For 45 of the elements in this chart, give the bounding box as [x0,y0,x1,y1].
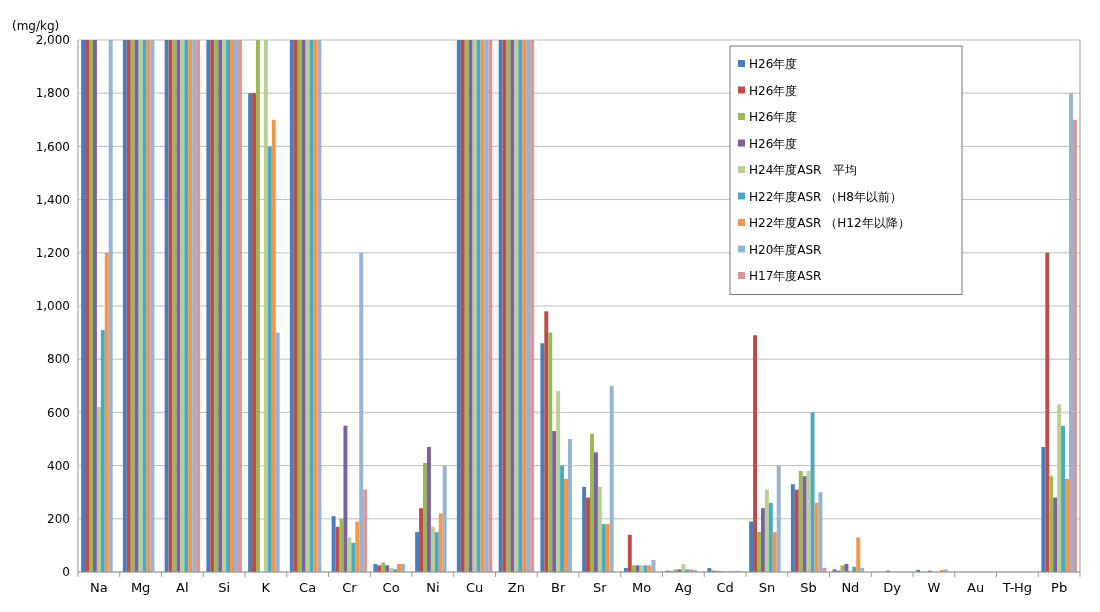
y-tick-label: 600 [47,405,70,420]
x-tick-label: Mo [632,580,652,595]
x-tick-label: Au [967,580,985,595]
legend-label: H17年度ASR [749,269,822,284]
legend-label: H26年度 [749,136,798,151]
x-tick-label: Br [550,580,566,595]
x-tick-label: Cr [342,580,358,595]
x-tick-label: Zn [507,580,525,595]
x-tick-label: Ag [674,580,692,595]
y-tick-label: 2,000 [35,33,70,48]
legend-label: H20年度ASR [749,242,822,257]
y-tick-label: 400 [47,458,70,473]
x-tick-label: K [261,580,271,595]
x-tick-label: Si [218,580,231,595]
y-axis-title: (mg/kg) [12,19,60,33]
legend-label: H24年度ASR 平均 [749,163,858,178]
legend-label: H22年度ASR （H12年以降） [749,216,910,231]
y-tick-label: 200 [47,512,70,526]
x-tick-label: Cd [716,580,734,595]
x-tick-label: Co [382,580,400,595]
y-tick-label: 0 [62,565,70,580]
y-tick-label: 1,000 [35,299,70,314]
x-tick-label: Al [176,580,189,595]
y-tick-label: 1,400 [35,192,70,207]
y-tick-label: 1,800 [35,86,70,101]
x-tick-label: Na [90,580,108,595]
y-tick-label: 800 [47,352,70,367]
x-tick-label: Ca [299,580,317,595]
x-tick-label: T-Hg [1001,580,1033,595]
y-tick-label: 1,600 [35,139,70,154]
legend-label: H26年度 [749,57,798,72]
legend-label: H26年度 [749,83,798,98]
x-tick-label: Sr [593,580,608,595]
x-tick-label: Ni [426,580,440,595]
x-tick-label: Sb [800,580,817,595]
x-tick-label: W [927,580,941,595]
y-tick-label: 1,200 [35,246,70,260]
legend-label: H22年度ASR （H8年以前） [749,189,902,204]
x-tick-label: Pb [1051,580,1068,595]
x-tick-label: Mg [130,580,151,595]
legend-label: H26年度 [749,110,798,125]
x-tick-label: Nd [841,580,860,595]
x-tick-label: Sn [758,580,776,595]
x-tick-label: Dy [883,580,902,595]
x-tick-label: Cu [465,580,484,595]
